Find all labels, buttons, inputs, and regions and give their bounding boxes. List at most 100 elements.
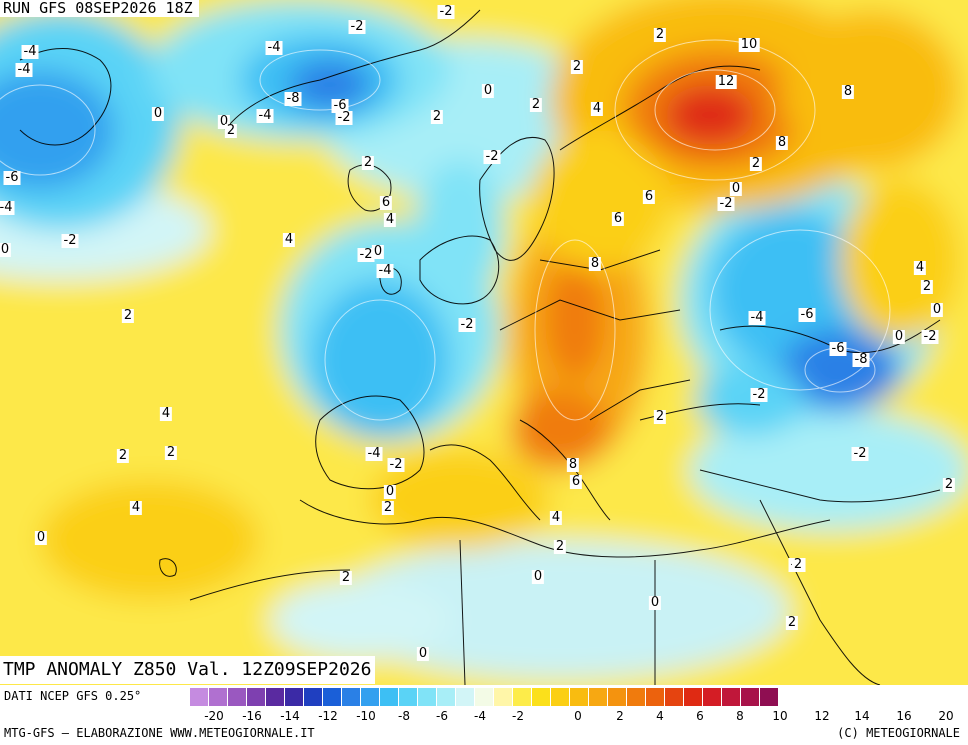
anomaly-value-label: 8 bbox=[775, 135, 789, 150]
anomaly-value-label: 12 bbox=[715, 74, 737, 89]
anomaly-map: -2 -4 -4 -4 -2 2 10 12 8 0 -8 -6 -4 -2 0 2 0 2 2 2 4 -2 -6 2 8 2 0… bbox=[0, 0, 968, 685]
anomaly-value-label: 6 bbox=[611, 211, 625, 226]
anomaly-value-label: 2 bbox=[121, 308, 135, 323]
anomaly-value-label: -2 bbox=[717, 196, 735, 211]
colorbar-ticks: -20 -16 -14 -12 -10 -8 -6 -4 -2 0 2 4 6 8 10 12 14 16 20 bbox=[190, 709, 968, 723]
anomaly-value-label: -6 bbox=[798, 307, 816, 322]
colorbar-tick-label: 4 bbox=[656, 709, 664, 723]
anomaly-value-label: 6 bbox=[642, 189, 656, 204]
colorbar-swatch bbox=[608, 688, 627, 706]
anomaly-value-label: 2 bbox=[653, 27, 667, 42]
anomaly-value-label: -4 bbox=[265, 40, 283, 55]
credit-left: MTG-GFS – ELABORAZIONE WWW.METEOGIORNALE… bbox=[4, 726, 315, 740]
anomaly-value-label: -2 bbox=[61, 233, 79, 248]
anomaly-value-label: 10 bbox=[738, 37, 760, 52]
anomaly-value-label: 0 bbox=[481, 83, 495, 98]
colorbar-tick-label: -8 bbox=[398, 709, 410, 723]
anomaly-value-label: 0 bbox=[416, 646, 430, 661]
anomaly-value-label: 4 bbox=[549, 510, 563, 525]
anomaly-value-label: -6 bbox=[829, 341, 847, 356]
colorbar-swatch bbox=[456, 688, 475, 706]
anomaly-value-label: -2 bbox=[750, 387, 768, 402]
anomaly-value-label: 0 bbox=[0, 242, 12, 257]
colorbar-swatch bbox=[741, 688, 760, 706]
colorbar-swatch bbox=[760, 688, 779, 706]
anomaly-value-label: -4 bbox=[15, 62, 33, 77]
colorbar-tick-label: 0 bbox=[574, 709, 582, 723]
colorbar-tick-label: 14 bbox=[854, 709, 870, 723]
colorbar-tick-label: 10 bbox=[772, 709, 788, 723]
colorbar-swatch bbox=[247, 688, 266, 706]
anomaly-value-label: -2 bbox=[335, 110, 353, 125]
colorbar-swatch bbox=[551, 688, 570, 706]
anomaly-value-label: -6 bbox=[3, 170, 21, 185]
colorbar-tick-label: 2 bbox=[616, 709, 624, 723]
colorbar-swatch bbox=[323, 688, 342, 706]
anomaly-value-label: 4 bbox=[383, 212, 397, 227]
anomaly-value-label: -4 bbox=[748, 310, 766, 325]
anomaly-value-label: 2 bbox=[570, 59, 584, 74]
colorbar-swatch bbox=[399, 688, 418, 706]
map-canvas bbox=[0, 0, 968, 685]
anomaly-value-label: -2 bbox=[387, 457, 405, 472]
anomaly-value-label: 4 bbox=[129, 500, 143, 515]
colorbar bbox=[190, 688, 779, 706]
colorbar-tick-label: -4 bbox=[474, 709, 486, 723]
colorbar-tick-label: -20 bbox=[204, 709, 224, 723]
anomaly-value-label: -2 bbox=[357, 247, 375, 262]
colorbar-swatch bbox=[703, 688, 722, 706]
anomaly-value-label: 2 bbox=[529, 97, 543, 112]
colorbar-swatch bbox=[513, 688, 532, 706]
colorbar-swatch bbox=[646, 688, 665, 706]
colorbar-tick-label: -12 bbox=[318, 709, 338, 723]
anomaly-value-label: 6 bbox=[379, 195, 393, 210]
anomaly-value-label: 8 bbox=[588, 256, 602, 271]
anomaly-value-label: 2 bbox=[430, 109, 444, 124]
colorbar-swatch bbox=[494, 688, 513, 706]
credit-right: (C) METEOGIORNALE bbox=[837, 726, 960, 740]
anomaly-value-label: 2 bbox=[942, 477, 956, 492]
anomaly-value-label: -8 bbox=[852, 352, 870, 367]
anomaly-value-label: -2 bbox=[851, 446, 869, 461]
colorbar-swatch bbox=[418, 688, 437, 706]
colorbar-swatch bbox=[665, 688, 684, 706]
colorbar-swatch bbox=[684, 688, 703, 706]
run-title: RUN GFS 08SEP2026 18Z bbox=[0, 0, 199, 17]
anomaly-value-label: 8 bbox=[566, 457, 580, 472]
colorbar-swatch bbox=[570, 688, 589, 706]
data-source-label: DATI NCEP GFS 0.25° bbox=[4, 689, 142, 703]
colorbar-tick-label: -2 bbox=[512, 709, 524, 723]
colorbar-swatch bbox=[532, 688, 551, 706]
anomaly-value-label: 4 bbox=[282, 232, 296, 247]
anomaly-value-label: 0 bbox=[531, 569, 545, 584]
colorbar-swatch bbox=[627, 688, 646, 706]
anomaly-value-label: 2 bbox=[791, 557, 805, 572]
anomaly-value-label: 2 bbox=[224, 123, 238, 138]
colorbar-swatch bbox=[342, 688, 361, 706]
anomaly-value-label: 0 bbox=[383, 484, 397, 499]
anomaly-value-label: 0 bbox=[729, 181, 743, 196]
anomaly-value-label: 0 bbox=[930, 302, 944, 317]
anomaly-value-label: 2 bbox=[164, 445, 178, 460]
anomaly-value-label: 6 bbox=[569, 474, 583, 489]
anomaly-value-label: 2 bbox=[553, 539, 567, 554]
colorbar-swatch bbox=[475, 688, 494, 706]
anomaly-value-label: 8 bbox=[841, 84, 855, 99]
colorbar-tick-label: 12 bbox=[814, 709, 830, 723]
isotherms bbox=[0, 39, 891, 421]
colorbar-swatch bbox=[285, 688, 304, 706]
colorbar-swatch bbox=[589, 688, 608, 706]
anomaly-value-label: -2 bbox=[458, 317, 476, 332]
colorbar-tick-label: -10 bbox=[356, 709, 376, 723]
anomaly-value-label: 2 bbox=[749, 156, 763, 171]
anomaly-value-label: -6 bbox=[331, 98, 349, 113]
colorbar-swatch bbox=[361, 688, 380, 706]
anomaly-value-label: -2 bbox=[483, 149, 501, 164]
anomaly-value-label: 2 bbox=[339, 570, 353, 585]
anomaly-value-label: -4 bbox=[365, 446, 383, 461]
anomaly-value-label: -4 bbox=[21, 44, 39, 59]
colorbar-swatch bbox=[228, 688, 247, 706]
colorbar-swatch bbox=[437, 688, 456, 706]
anomaly-value-label: 2 bbox=[920, 279, 934, 294]
anomaly-value-label: 0 bbox=[648, 595, 662, 610]
